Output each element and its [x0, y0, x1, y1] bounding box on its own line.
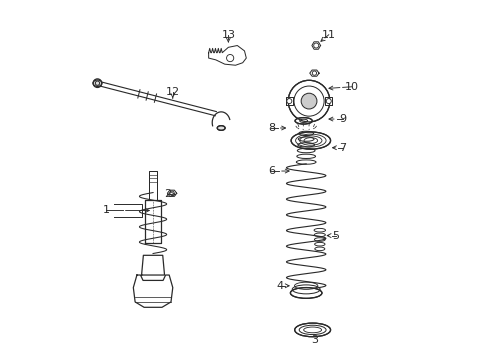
Text: 3: 3: [310, 334, 317, 345]
Ellipse shape: [294, 118, 312, 124]
Circle shape: [301, 93, 316, 109]
Circle shape: [287, 80, 329, 122]
Polygon shape: [167, 190, 176, 196]
Ellipse shape: [294, 323, 330, 337]
Polygon shape: [208, 45, 246, 65]
Circle shape: [286, 99, 291, 104]
Polygon shape: [142, 255, 164, 275]
Text: 4: 4: [276, 281, 284, 291]
Text: 8: 8: [267, 123, 274, 133]
Polygon shape: [325, 97, 332, 105]
Text: 11: 11: [321, 30, 335, 40]
Text: 7: 7: [339, 143, 346, 153]
Polygon shape: [285, 97, 292, 105]
Polygon shape: [145, 200, 161, 243]
Text: 12: 12: [165, 87, 180, 97]
Polygon shape: [149, 171, 156, 200]
Text: 10: 10: [345, 82, 358, 92]
Ellipse shape: [217, 126, 224, 130]
Text: 9: 9: [339, 114, 346, 124]
Polygon shape: [311, 42, 320, 49]
Text: 6: 6: [267, 166, 274, 176]
Text: 13: 13: [221, 30, 235, 40]
Text: 2: 2: [163, 189, 171, 199]
Text: 1: 1: [103, 206, 110, 216]
Ellipse shape: [290, 288, 321, 298]
Polygon shape: [309, 70, 319, 76]
Circle shape: [325, 99, 330, 104]
Polygon shape: [133, 275, 172, 307]
Text: 5: 5: [332, 231, 339, 240]
Ellipse shape: [290, 132, 330, 149]
Ellipse shape: [93, 80, 102, 86]
